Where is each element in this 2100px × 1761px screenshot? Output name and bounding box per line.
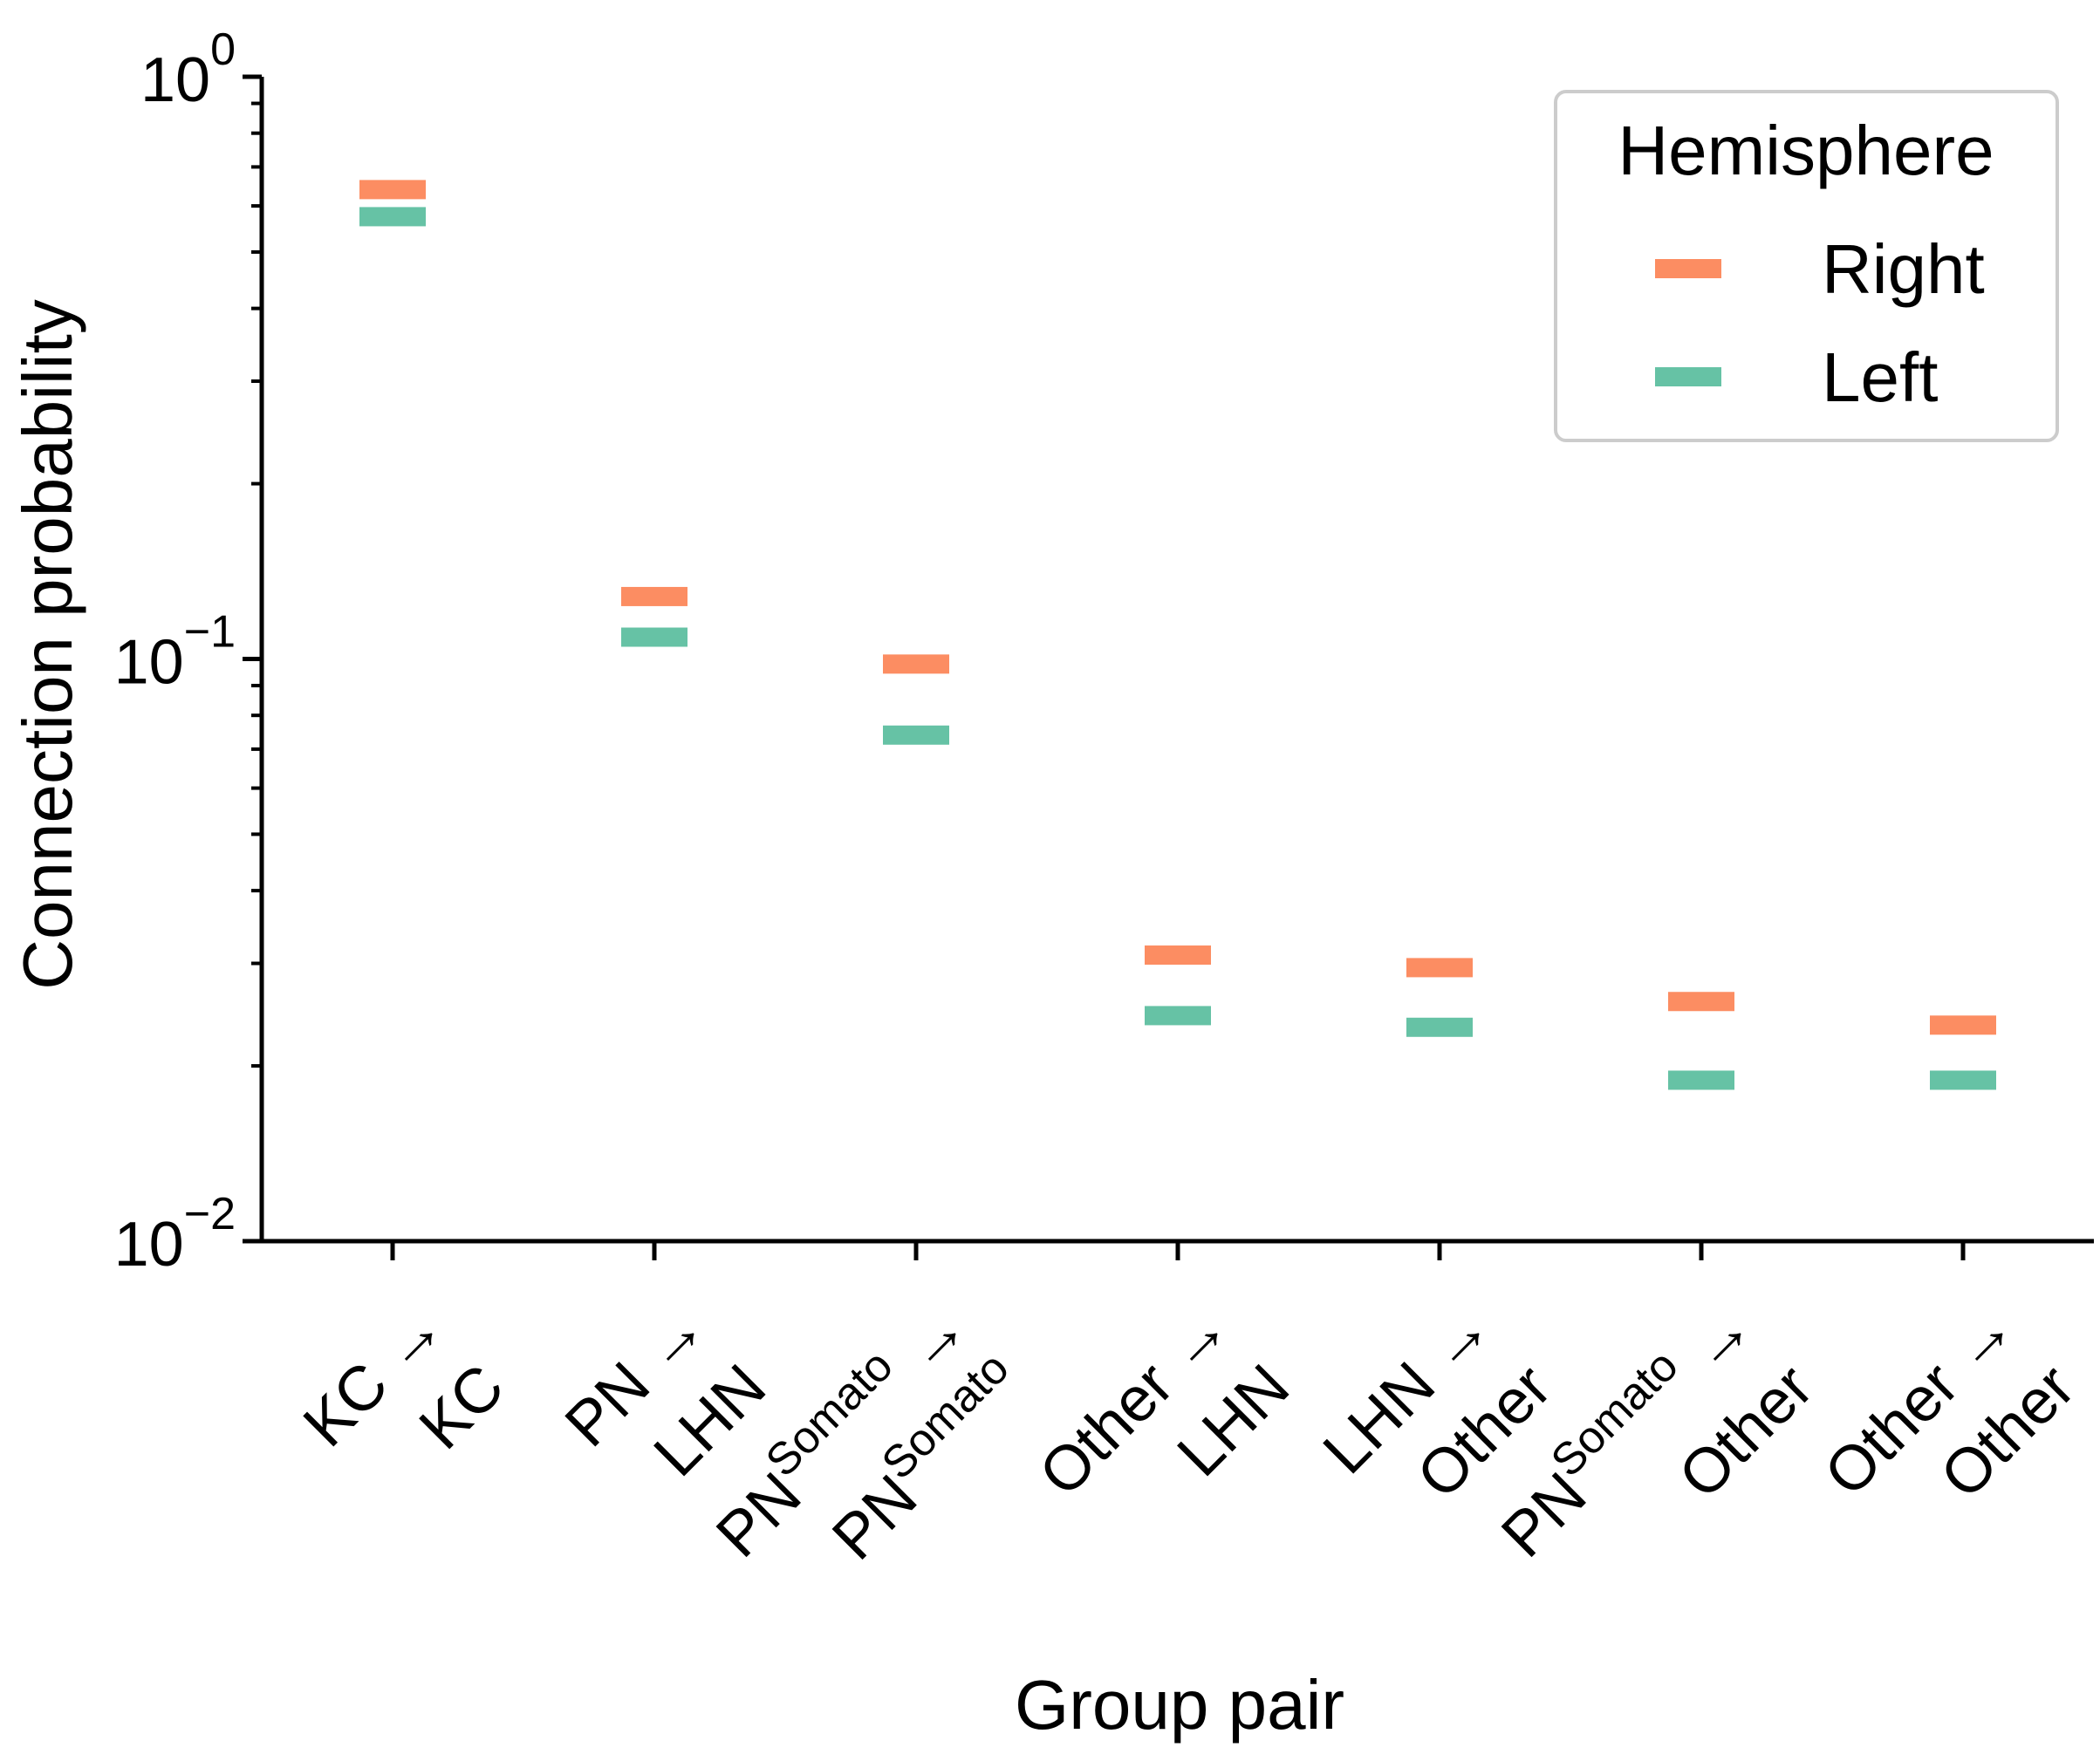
x-tick-label: Other →LHN	[1026, 1293, 1303, 1510]
x-tick-label: Other →Other	[1811, 1293, 2088, 1512]
x-axis-label: Group pair	[1015, 1666, 1344, 1744]
axes	[243, 74, 2094, 1260]
legend-title: Hemisphere	[1618, 112, 1994, 189]
y-tick-label: 10−2	[114, 1189, 236, 1280]
data-mark-right	[883, 654, 949, 674]
legend-label: Left	[1822, 338, 1938, 416]
legend-marker-left	[1655, 367, 1721, 386]
data-mark-left	[1930, 1070, 1996, 1090]
data-mark-right	[1930, 1015, 1996, 1035]
data-mark-left	[1145, 1006, 1211, 1026]
data-mark-left	[621, 627, 687, 647]
chart-marks	[359, 180, 1996, 1090]
data-mark-right	[621, 586, 687, 606]
y-tick-label: 100	[140, 24, 236, 115]
x-tick-label: PNSomato →PNSomato	[703, 1293, 1019, 1573]
data-mark-left	[883, 725, 949, 745]
legend-marker-right	[1655, 259, 1721, 278]
data-mark-right	[1668, 992, 1734, 1012]
x-tick-label: KC →KC	[291, 1293, 517, 1463]
data-mark-left	[1406, 1017, 1473, 1037]
x-tick-label: PNSomato →Other	[1488, 1293, 1826, 1571]
data-mark-right	[1145, 945, 1211, 966]
data-mark-left	[359, 207, 426, 227]
legend-frame	[1554, 90, 2059, 442]
y-axis-label: Connection probability	[9, 299, 86, 990]
data-mark-right	[1406, 958, 1473, 978]
legend: Hemisphere Right Left	[1554, 90, 2059, 442]
legend-label: Right	[1822, 230, 1985, 308]
data-mark-right	[359, 180, 426, 200]
y-tick-labels: 100 10−1 10−2	[114, 24, 236, 1280]
data-mark-left	[1668, 1070, 1734, 1090]
y-tick-label: 10−1	[114, 607, 236, 698]
legend-items: Right Left	[1655, 230, 1985, 416]
